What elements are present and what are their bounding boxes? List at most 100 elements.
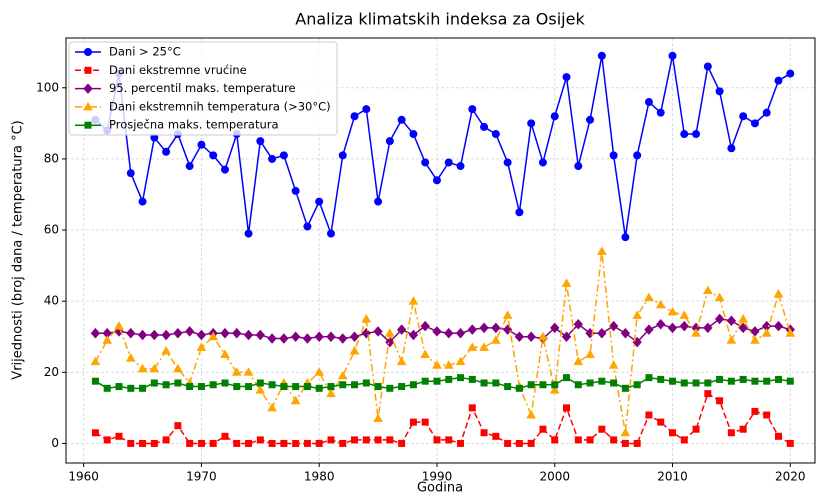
marker bbox=[716, 375, 724, 383]
marker bbox=[338, 151, 347, 160]
x-tick-label: 1990 bbox=[422, 470, 453, 484]
marker bbox=[527, 381, 535, 389]
marker bbox=[255, 385, 266, 394]
marker bbox=[208, 331, 219, 341]
marker bbox=[610, 379, 618, 387]
marker bbox=[539, 381, 547, 389]
y-tick-label: 20 bbox=[44, 365, 59, 379]
marker bbox=[361, 313, 372, 323]
marker bbox=[704, 379, 712, 387]
marker bbox=[409, 381, 417, 389]
marker bbox=[162, 147, 171, 156]
marker bbox=[621, 439, 629, 447]
marker bbox=[351, 436, 359, 444]
series-line bbox=[95, 318, 791, 344]
legend-label: Dani ekstremne vrućine bbox=[109, 63, 247, 77]
marker bbox=[268, 439, 276, 447]
marker bbox=[280, 383, 288, 391]
marker bbox=[90, 356, 101, 366]
y-tick-label: 100 bbox=[36, 80, 59, 94]
marker bbox=[115, 383, 123, 391]
marker bbox=[184, 326, 195, 337]
marker bbox=[233, 439, 241, 447]
marker bbox=[291, 186, 300, 195]
x-tick-label: 2020 bbox=[775, 470, 806, 484]
marker bbox=[314, 367, 325, 376]
marker bbox=[327, 436, 335, 444]
marker bbox=[573, 319, 583, 330]
marker bbox=[326, 388, 336, 398]
marker bbox=[551, 436, 559, 444]
marker bbox=[786, 69, 795, 78]
marker bbox=[632, 310, 643, 319]
marker bbox=[103, 436, 111, 444]
marker bbox=[209, 439, 217, 447]
marker bbox=[586, 379, 594, 387]
marker bbox=[515, 208, 524, 217]
marker bbox=[115, 432, 123, 440]
marker bbox=[385, 137, 394, 146]
marker bbox=[91, 377, 99, 385]
marker bbox=[443, 360, 454, 369]
marker bbox=[657, 375, 665, 383]
marker bbox=[715, 87, 724, 96]
marker bbox=[702, 285, 713, 295]
marker bbox=[738, 322, 748, 334]
marker bbox=[727, 377, 735, 385]
marker bbox=[727, 429, 735, 437]
marker bbox=[127, 439, 135, 447]
marker bbox=[515, 439, 523, 447]
marker bbox=[480, 122, 489, 131]
marker bbox=[574, 162, 583, 171]
marker bbox=[303, 383, 311, 391]
marker bbox=[197, 140, 206, 149]
marker bbox=[196, 342, 207, 351]
marker bbox=[267, 333, 277, 344]
marker bbox=[515, 384, 523, 392]
x-tick-label: 2010 bbox=[657, 470, 688, 484]
marker bbox=[445, 436, 453, 444]
marker bbox=[562, 73, 571, 82]
marker bbox=[549, 385, 560, 394]
marker bbox=[90, 327, 101, 339]
marker bbox=[173, 327, 183, 339]
marker bbox=[327, 383, 335, 391]
marker bbox=[586, 436, 594, 444]
marker bbox=[656, 319, 666, 330]
marker bbox=[598, 425, 606, 433]
marker bbox=[267, 402, 277, 412]
marker bbox=[620, 427, 631, 437]
marker bbox=[504, 383, 512, 391]
legend-label: Prosječna maks. temperatura bbox=[109, 118, 279, 132]
marker bbox=[231, 367, 242, 376]
marker bbox=[420, 320, 430, 332]
series-line bbox=[94, 251, 791, 433]
marker bbox=[657, 418, 665, 426]
marker bbox=[103, 384, 111, 392]
marker bbox=[209, 151, 218, 160]
marker bbox=[279, 151, 288, 160]
marker bbox=[738, 313, 749, 323]
marker bbox=[503, 158, 512, 167]
marker bbox=[292, 439, 300, 447]
marker bbox=[692, 130, 701, 139]
marker bbox=[563, 374, 571, 382]
marker bbox=[256, 436, 264, 444]
marker bbox=[750, 335, 760, 344]
marker bbox=[315, 197, 324, 206]
marker bbox=[197, 383, 205, 391]
marker bbox=[303, 439, 311, 447]
marker bbox=[292, 383, 300, 391]
marker bbox=[197, 439, 205, 447]
marker bbox=[750, 119, 759, 128]
marker bbox=[598, 377, 606, 385]
marker bbox=[786, 377, 794, 385]
marker bbox=[751, 407, 759, 415]
marker bbox=[762, 108, 771, 117]
marker bbox=[703, 62, 712, 71]
marker bbox=[596, 246, 607, 255]
marker bbox=[338, 333, 348, 344]
marker bbox=[314, 331, 324, 342]
marker bbox=[468, 404, 476, 412]
marker bbox=[679, 310, 690, 319]
